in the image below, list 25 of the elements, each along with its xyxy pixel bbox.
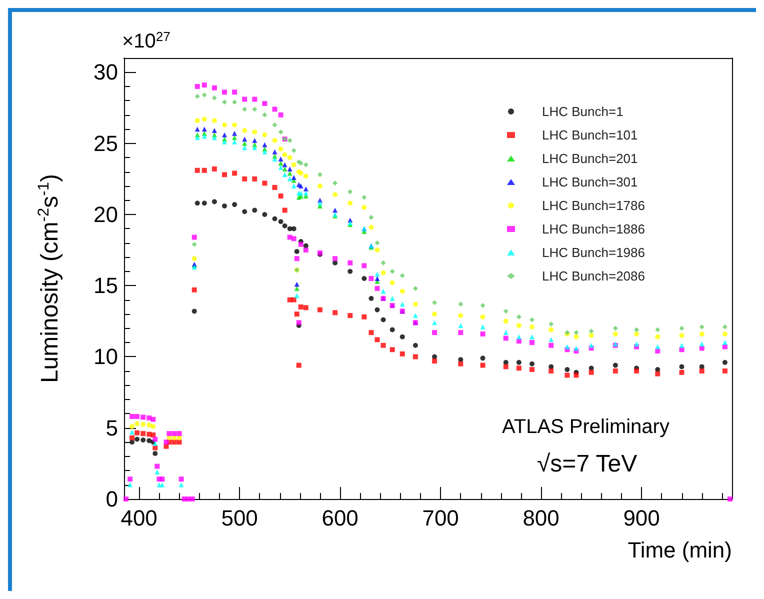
legend-label: LHC Bunch=1 (542, 104, 624, 119)
annotation: √s=7 TeV (537, 450, 638, 478)
y-tick-label: 15 (94, 273, 118, 298)
legend-label: LHC Bunch=1986 (542, 245, 645, 260)
legend-label: LHC Bunch=2086 (542, 268, 645, 284)
legend-label: LHC Bunch=1886 (542, 222, 645, 236)
legend-label: LHC Bunch=201 (542, 151, 638, 166)
y-tick-label: 30 (94, 60, 118, 85)
y-tick-label: 5 (106, 415, 118, 440)
y-axis-title: Luminosity (cm-2s-1) (36, 174, 64, 384)
x-tick-label: 600 (322, 506, 358, 530)
x-tick-label: 500 (221, 506, 258, 530)
y-tick-label: 0 (106, 486, 118, 512)
x-axis-title: Time (min) (628, 538, 732, 562)
x-tick-label: 900 (623, 506, 660, 530)
legend-label: LHC Bunch=101 (542, 128, 638, 142)
legend-label: LHC Bunch=1786 (542, 198, 645, 213)
y-tick-label: 10 (94, 344, 118, 370)
x-tick-label: 700 (422, 506, 459, 530)
y-tick-label: 25 (94, 130, 118, 156)
x-tick-label: 800 (522, 506, 560, 530)
legend-label: LHC Bunch=301 (542, 174, 638, 190)
y-tick-label: 20 (94, 202, 118, 227)
annotation: ATLAS Preliminary (502, 416, 670, 438)
x-tick-label: 400 (120, 506, 158, 530)
